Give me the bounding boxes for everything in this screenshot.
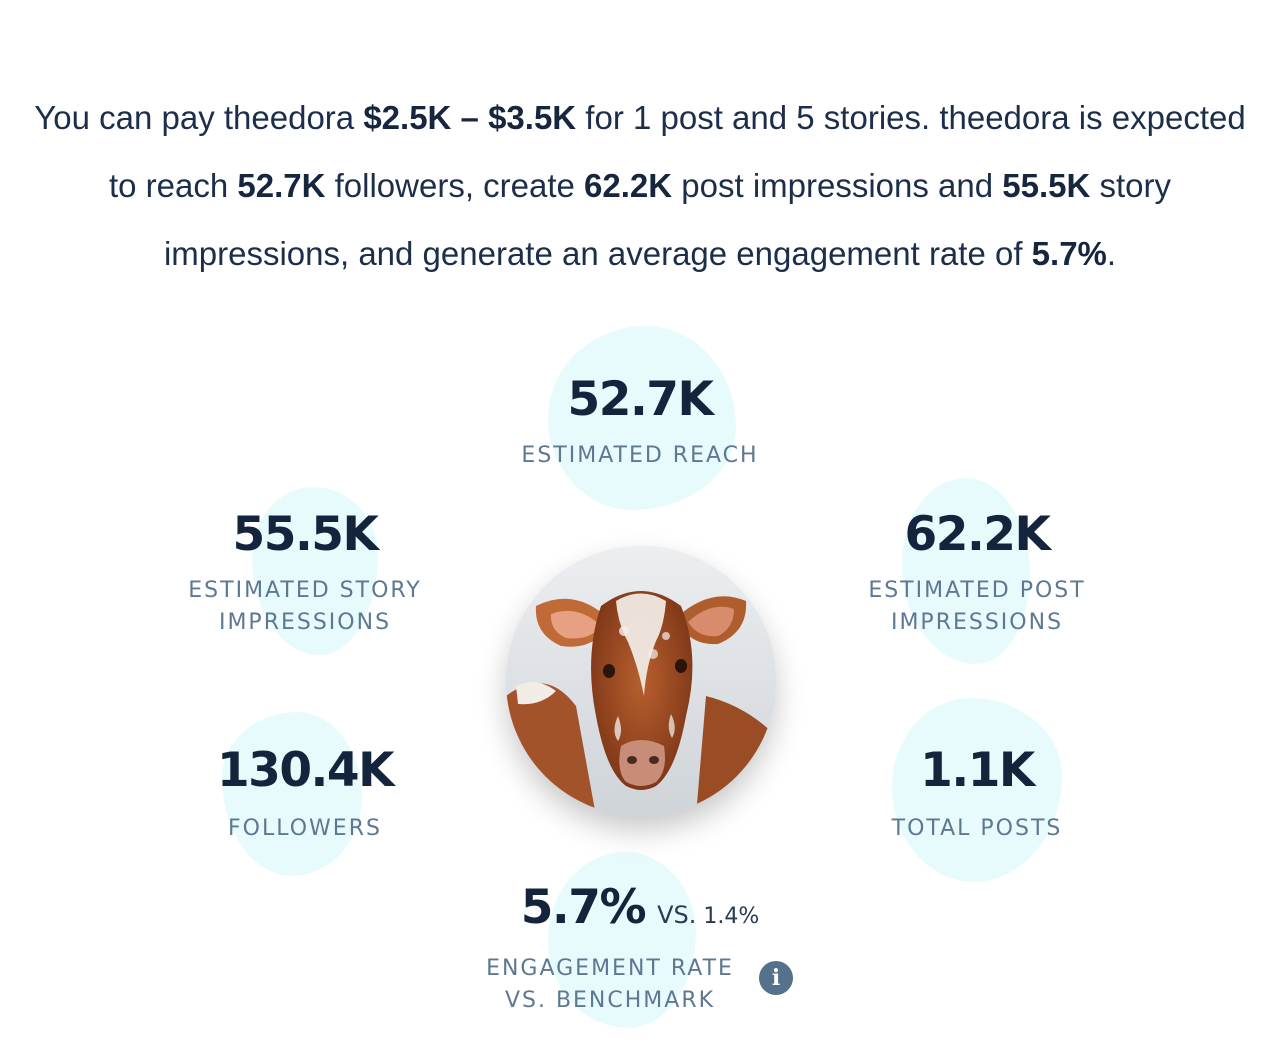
summary-part: story impressions, and generate an avera… xyxy=(163,167,1172,272)
stat-label: FOLLOWERS xyxy=(228,816,382,841)
stat-value: 52.7K xyxy=(567,372,714,427)
stat-label: TOTAL POSTS xyxy=(891,816,1063,841)
blob-reach xyxy=(548,326,736,510)
summary-story-impressions: 55.5K xyxy=(1002,167,1091,204)
stat-label: IMPRESSIONS xyxy=(218,610,392,635)
vs-word: VS. xyxy=(657,901,697,929)
stat-value: 62.2K xyxy=(904,507,1051,562)
summary-part: You can pay theedora xyxy=(34,99,364,136)
stat-label: ESTIMATED STORY xyxy=(188,578,422,603)
blob-post xyxy=(902,478,1030,664)
stat-total-posts: 1.1K TOTAL POSTS xyxy=(802,743,1152,845)
summary-part: followers, create xyxy=(325,167,585,204)
summary-post-impressions: 62.2K xyxy=(584,167,673,204)
stat-value: 130.4K xyxy=(216,743,395,798)
stat-story-impressions: 55.5K ESTIMATED STORY IMPRESSIONS xyxy=(130,507,480,639)
stat-post-impressions: 62.2K ESTIMATED POST IMPRESSIONS xyxy=(802,507,1152,639)
stat-label: ENGAGEMENT RATE xyxy=(486,956,734,981)
summary-part: post impressions and xyxy=(672,167,1003,204)
stat-label: VS. BENCHMARK xyxy=(504,988,716,1013)
stat-estimated-reach: 52.7K ESTIMATED REACH xyxy=(440,372,840,472)
profile-avatar xyxy=(506,546,776,816)
benchmark-value: 1.4% xyxy=(703,904,760,929)
stat-value: 1.1K xyxy=(920,743,1035,798)
info-icon[interactable]: i xyxy=(759,961,793,995)
stat-followers: 130.4K FOLLOWERS xyxy=(130,743,480,845)
price-range: $2.5K – $3.5K xyxy=(363,99,577,136)
calf-illustration xyxy=(506,546,776,816)
blob-story xyxy=(252,487,378,655)
summary-part: . xyxy=(1106,235,1117,272)
stat-label: ESTIMATED POST xyxy=(868,578,1086,603)
stat-engagement-rate: 5.7% VS. 1.4% ENGAGEMENT RATE VS. BENCHMA… xyxy=(420,880,860,1017)
blob-engagement xyxy=(548,852,696,1028)
engagement-value: 5.7% xyxy=(520,880,647,935)
stat-label: ESTIMATED REACH xyxy=(521,443,759,468)
stat-label: IMPRESSIONS xyxy=(890,610,1064,635)
summary-engagement: 5.7% xyxy=(1031,235,1107,272)
stat-value-row: 5.7% VS. 1.4% xyxy=(420,880,860,945)
stat-value: 55.5K xyxy=(232,507,379,562)
summary-text: You can pay theedora $2.5K – $3.5K for 1… xyxy=(20,84,1260,288)
blob-posts xyxy=(892,698,1062,882)
summary-reach: 52.7K xyxy=(237,167,326,204)
summary-part: for 1 post and 5 stories. theedora is ex… xyxy=(108,99,1246,204)
benchmark-note: VS. 1.4% xyxy=(657,901,760,929)
blob-followers xyxy=(222,712,362,876)
